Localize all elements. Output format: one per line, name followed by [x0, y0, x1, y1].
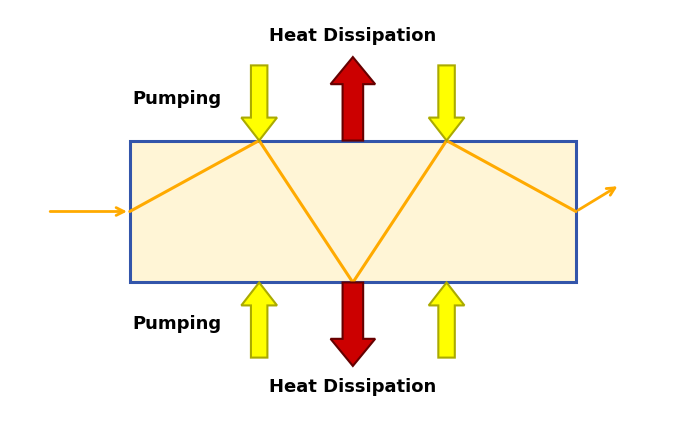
Bar: [130, 140, 576, 283]
Text: Pumping: Pumping: [132, 315, 221, 333]
FancyArrow shape: [331, 57, 375, 140]
FancyArrow shape: [429, 283, 464, 357]
Text: Heat Dissipation: Heat Dissipation: [269, 379, 437, 396]
FancyArrow shape: [242, 66, 277, 140]
FancyArrow shape: [331, 283, 375, 366]
Text: Pumping: Pumping: [132, 90, 221, 108]
Text: Heat Dissipation: Heat Dissipation: [269, 27, 437, 44]
FancyArrow shape: [429, 66, 464, 140]
FancyArrow shape: [242, 283, 277, 357]
